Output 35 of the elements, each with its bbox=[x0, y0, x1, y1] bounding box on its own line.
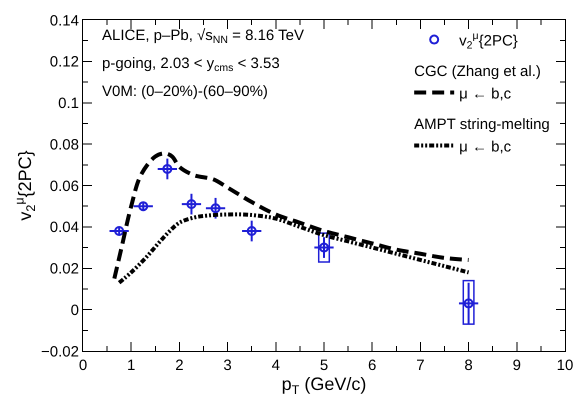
x-tick-label: 3 bbox=[223, 357, 232, 374]
y-tick-label: 0.06 bbox=[50, 178, 79, 195]
point bbox=[114, 226, 124, 236]
annotation: ALICE, p–Pb, √s$_{NN}$ = 8.16 TeV bbox=[102, 27, 304, 46]
point bbox=[186, 199, 196, 210]
x-tick-label: 10 bbox=[556, 357, 574, 374]
y-tick-label: 0.14 bbox=[50, 12, 79, 30]
y-tick-label: 0 bbox=[70, 302, 79, 319]
y-tick-label: 0.12 bbox=[50, 54, 79, 71]
y-tick-label: 0.04 bbox=[50, 219, 79, 236]
x-tick-label: 9 bbox=[512, 357, 521, 374]
x-tick-label: 4 bbox=[272, 357, 280, 374]
x-tick-label: 8 bbox=[464, 357, 473, 374]
x-tick-label: 2 bbox=[175, 357, 184, 374]
x-tick-label: 5 bbox=[320, 357, 328, 374]
annotation: CGC (Zhang et al.) bbox=[414, 62, 541, 80]
x-tick-label: 7 bbox=[416, 357, 425, 374]
y-tick-label: 0.1 bbox=[58, 95, 79, 112]
x-tick-label: 1 bbox=[127, 357, 136, 374]
annotation: AMPT string-melting bbox=[414, 116, 550, 133]
annotation: p-going, 2.03 < y$_{cms}$ < 3.53 bbox=[102, 55, 280, 74]
x-tick-label: 6 bbox=[368, 357, 376, 374]
y-tick-label: −0.02 bbox=[41, 343, 79, 360]
point bbox=[246, 226, 257, 236]
y-tick-label: 0.02 bbox=[50, 260, 79, 278]
legend-label: v$_{2}$$^{μ}${2PC} bbox=[459, 30, 518, 52]
legend-label: μ ← b,c bbox=[459, 138, 512, 156]
annotation: V0M: (0–20%)-(60–90%) bbox=[102, 83, 268, 100]
legend-label: μ ← b,c bbox=[459, 85, 512, 102]
point bbox=[210, 203, 221, 214]
x-axis-title: p$_{T}$ (GeV/c) bbox=[282, 374, 366, 397]
point bbox=[162, 164, 172, 174]
point bbox=[464, 298, 474, 308]
point bbox=[138, 201, 148, 212]
y-tick-label: 0.08 bbox=[50, 136, 79, 154]
